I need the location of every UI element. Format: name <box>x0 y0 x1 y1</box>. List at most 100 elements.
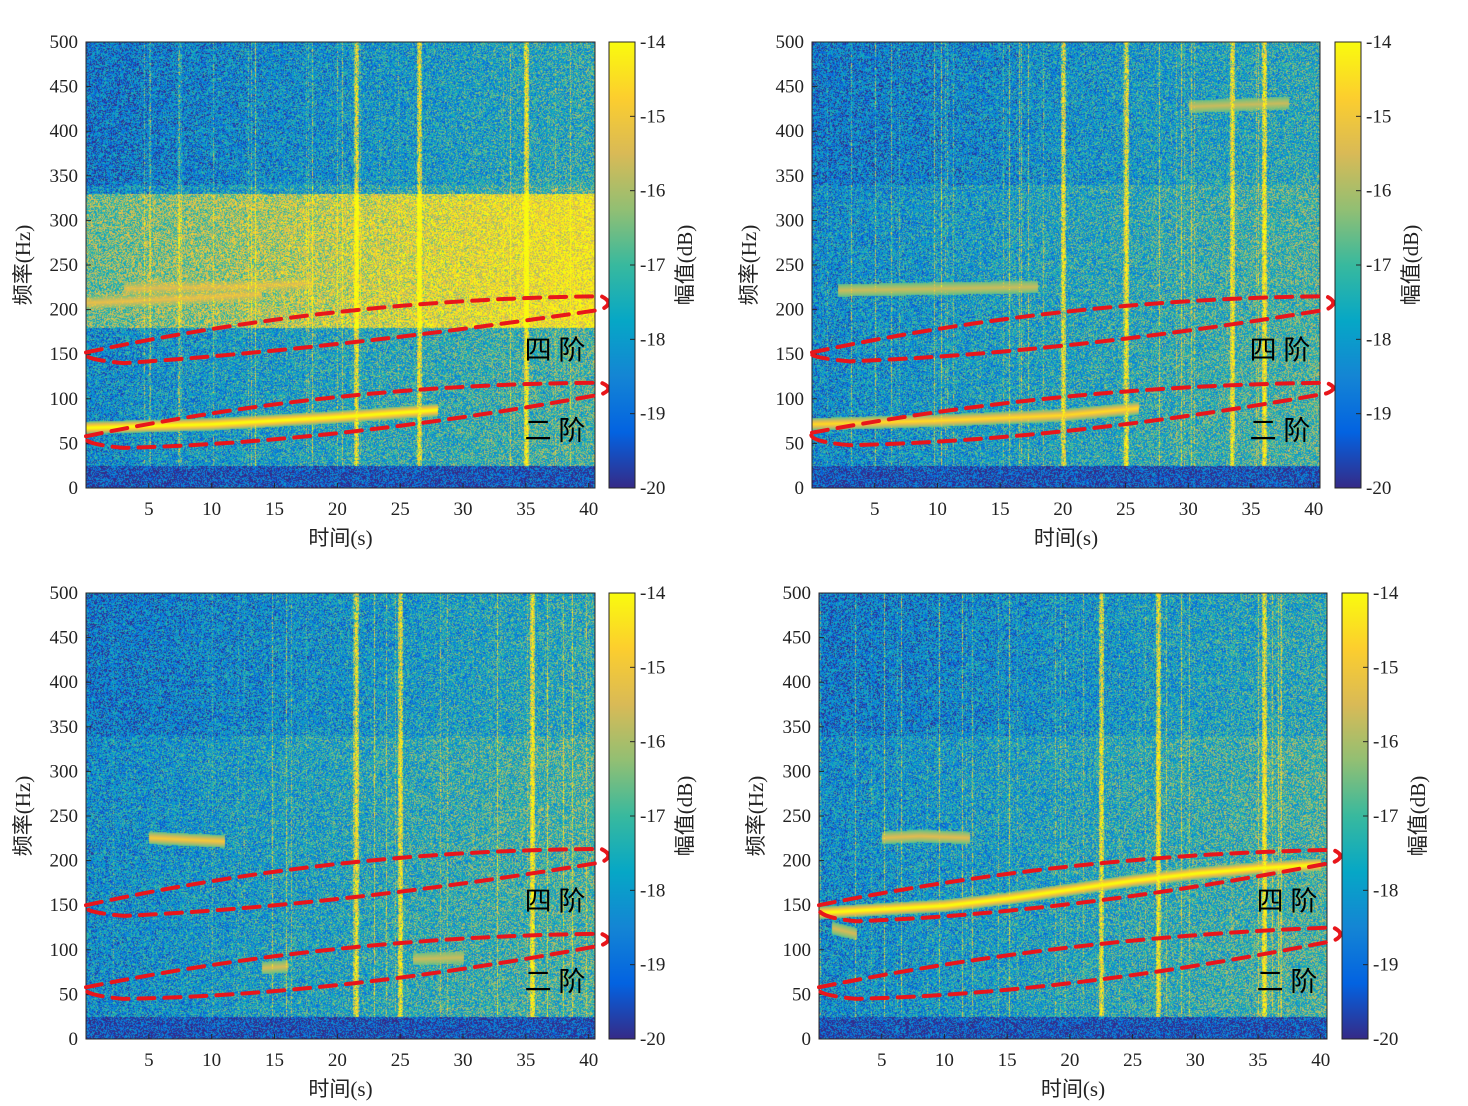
y-tick-label: 200 <box>50 851 79 872</box>
y-tick-label: 250 <box>50 255 79 276</box>
colorbar-tick-label: -17 <box>640 255 665 276</box>
spectrogram-heatmap <box>86 593 595 1039</box>
colorbar-tick-label: -20 <box>640 1029 665 1050</box>
y-tick-label: 50 <box>792 984 811 1005</box>
y-tick-label: 200 <box>776 300 805 321</box>
colorbar-tick-label: -14 <box>1366 32 1392 53</box>
colorbar-tick-label: -14 <box>640 583 666 604</box>
x-tick-label: 20 <box>1060 1050 1079 1071</box>
y-tick-label: 300 <box>50 210 79 231</box>
y-tick-label: 0 <box>802 1029 812 1050</box>
x-tick-label: 15 <box>991 499 1010 520</box>
y-tick-label: 200 <box>783 851 812 872</box>
colorbar-tick-label: -19 <box>640 955 665 976</box>
y-tick-label: 400 <box>50 672 79 693</box>
order-annotation-fourth: 四 阶 <box>525 336 586 366</box>
colorbar-label: 幅值(dB) <box>1406 776 1430 857</box>
y-tick-label: 500 <box>783 583 812 604</box>
colorbar-tick-label: -15 <box>640 657 665 678</box>
y-tick-label: 150 <box>50 344 79 365</box>
x-tick-label: 15 <box>265 1050 284 1071</box>
y-axis-label: 频率(Hz) <box>744 776 768 856</box>
colorbar-tick-label: -20 <box>1366 478 1391 499</box>
order-annotation-second: 二 阶 <box>1257 967 1318 997</box>
y-tick-label: 300 <box>50 761 79 782</box>
y-tick-label: 500 <box>50 583 79 604</box>
x-tick-label: 15 <box>265 499 284 520</box>
annotation-ellipse-fourth-order <box>816 847 1343 924</box>
order-annotation-second: 二 阶 <box>1250 416 1311 446</box>
y-tick-label: 100 <box>776 389 805 410</box>
colorbar-tick-label: -15 <box>1373 657 1398 678</box>
annotation-ellipse-second-order <box>83 380 611 450</box>
colorbar-tick-label: -18 <box>1373 880 1398 901</box>
x-tick-label: 30 <box>1179 499 1198 520</box>
y-tick-label: 50 <box>59 984 78 1005</box>
y-tick-label: 150 <box>776 344 805 365</box>
colorbar-tick-label: -20 <box>640 478 665 499</box>
colorbar-tick-label: -15 <box>1366 106 1391 127</box>
colorbar-label: 幅值(dB) <box>673 776 697 857</box>
x-tick-label: 30 <box>1186 1050 1205 1071</box>
colorbar-tick-label: -16 <box>1366 181 1391 202</box>
x-tick-label: 5 <box>877 1050 887 1071</box>
x-tick-label: 25 <box>1123 1050 1142 1071</box>
spectrogram-panel-bottom-right: 0 50 100 150 200 250 300 350 400 450 500 5 10 15 20 25 3… <box>744 583 1430 1101</box>
colorbar-tick-label: -19 <box>1366 404 1391 425</box>
colorbar-tick-label: -17 <box>640 806 665 827</box>
x-tick-label: 40 <box>1311 1050 1330 1071</box>
colorbar-tick-label: -19 <box>1373 955 1398 976</box>
spectrogram-panel-bottom-left: 0 50 100 150 200 250 300 350 400 450 500 5 10 15 20 25 3… <box>11 583 697 1101</box>
y-tick-label: 250 <box>776 255 805 276</box>
x-tick-label: 20 <box>1053 499 1072 520</box>
y-tick-label: 350 <box>776 166 805 187</box>
annotation-ellipse-second-order <box>816 925 1343 1001</box>
y-tick-label: 300 <box>776 210 805 231</box>
annotation-ellipse-fourth-order <box>83 294 611 366</box>
y-tick-label: 50 <box>59 433 78 454</box>
x-tick-label: 35 <box>1249 1050 1268 1071</box>
x-tick-label: 20 <box>328 1050 347 1071</box>
x-tick-label: 40 <box>1304 499 1323 520</box>
order-annotation-fourth: 四 阶 <box>1257 887 1318 917</box>
x-tick-label: 30 <box>454 499 473 520</box>
y-tick-label: 450 <box>776 77 805 98</box>
colorbar-tick-label: -19 <box>640 404 665 425</box>
x-tick-label: 15 <box>998 1050 1017 1071</box>
annotation-ellipse-fourth-order <box>83 847 611 918</box>
order-annotation-second: 二 阶 <box>525 967 586 997</box>
colorbar-tick-label: -18 <box>640 880 665 901</box>
spectrogram-heatmap <box>812 42 1320 488</box>
x-tick-label: 10 <box>202 1050 221 1071</box>
y-tick-label: 100 <box>783 940 812 961</box>
y-tick-label: 100 <box>50 940 79 961</box>
x-tick-label: 35 <box>1242 499 1261 520</box>
x-tick-label: 30 <box>454 1050 473 1071</box>
x-tick-label: 40 <box>579 499 598 520</box>
y-tick-label: 400 <box>783 672 812 693</box>
colorbar-label: 幅值(dB) <box>1399 225 1423 306</box>
y-tick-label: 350 <box>50 717 79 738</box>
y-tick-label: 450 <box>50 77 79 98</box>
y-tick-label: 0 <box>795 478 805 499</box>
x-tick-label: 10 <box>935 1050 954 1071</box>
colorbar-tick-label: -16 <box>640 732 665 753</box>
y-tick-label: 0 <box>69 478 79 499</box>
y-axis-label: 频率(Hz) <box>11 776 35 856</box>
y-tick-label: 450 <box>783 628 812 649</box>
x-tick-label: 20 <box>328 499 347 520</box>
order-annotation-fourth: 四 阶 <box>1250 336 1311 366</box>
colorbar-tick-label: -14 <box>640 32 666 53</box>
colorbar-tick-label: -17 <box>1373 806 1398 827</box>
spectrogram-panel-top-left: 0 50 100 150 200 250 300 350 400 450 500 5 10 15 20 25 3… <box>11 32 697 550</box>
y-tick-label: 400 <box>50 121 79 142</box>
y-tick-label: 150 <box>50 895 79 916</box>
x-tick-label: 10 <box>202 499 221 520</box>
x-tick-label: 35 <box>516 499 535 520</box>
colorbar-tick-label: -18 <box>1366 329 1391 350</box>
colorbar-tick-label: -16 <box>1373 732 1398 753</box>
annotation-ellipse-second-order <box>83 931 611 1001</box>
y-tick-label: 350 <box>50 166 79 187</box>
x-tick-label: 25 <box>1116 499 1135 520</box>
